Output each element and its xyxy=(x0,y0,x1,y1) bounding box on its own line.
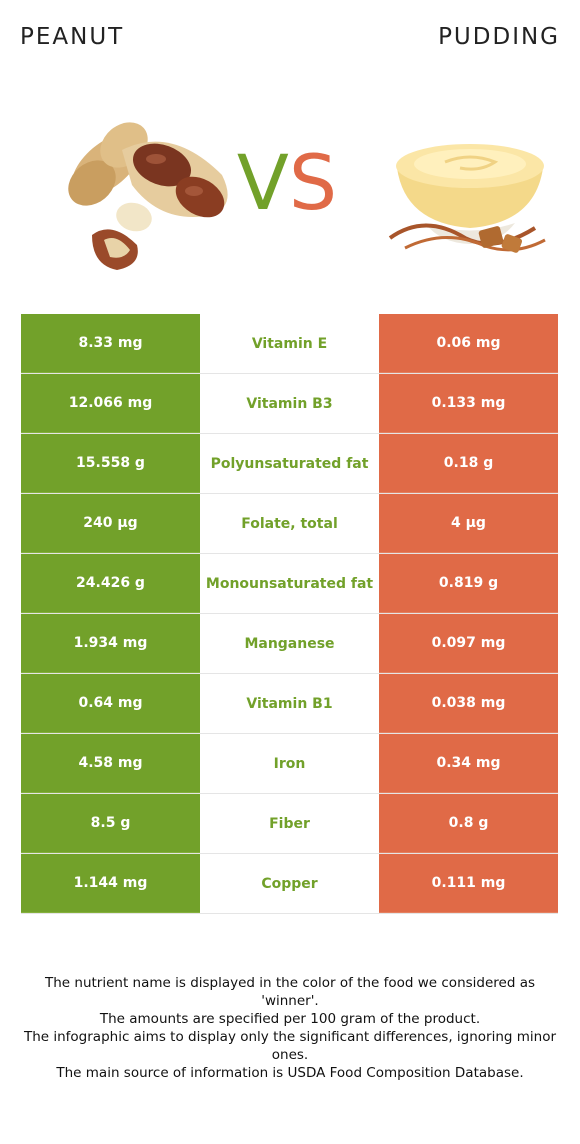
left-value: 24.426 g xyxy=(21,554,200,613)
vs-letter-s: S xyxy=(288,138,338,227)
nutrient-name: Vitamin B1 xyxy=(200,674,379,733)
nutrient-name: Fiber xyxy=(200,794,379,853)
left-value: 1.934 mg xyxy=(21,614,200,673)
right-value: 0.111 mg xyxy=(379,854,558,913)
right-value: 0.038 mg xyxy=(379,674,558,733)
left-value: 12.066 mg xyxy=(21,374,200,433)
nutrient-name: Copper xyxy=(200,854,379,913)
nutrient-name: Monounsaturated fat xyxy=(200,554,379,613)
table-row: 8.5 g Fiber 0.8 g xyxy=(21,794,558,854)
caramel-swirl xyxy=(388,223,546,253)
left-value: 8.5 g xyxy=(21,794,200,853)
left-value: 15.558 g xyxy=(21,434,200,493)
right-value: 0.8 g xyxy=(379,794,558,853)
right-value: 0.06 mg xyxy=(379,314,558,373)
footer-line: The infographic aims to display only the… xyxy=(23,1029,557,1063)
vs-letter-v: V xyxy=(236,138,289,227)
table-row: 24.426 g Monounsaturated fat 0.819 g xyxy=(21,554,558,614)
peanut-image xyxy=(68,122,228,270)
left-food-title: PEANUT xyxy=(20,24,125,50)
nutrient-name: Manganese xyxy=(200,614,379,673)
nutrient-name: Vitamin E xyxy=(200,314,379,373)
left-value: 0.64 mg xyxy=(21,674,200,733)
table-row: 1.144 mg Copper 0.111 mg xyxy=(21,854,558,914)
footer-line: The main source of information is USDA F… xyxy=(56,1065,524,1081)
nutrient-name: Polyunsaturated fat xyxy=(200,434,379,493)
left-value: 4.58 mg xyxy=(21,734,200,793)
right-value: 0.097 mg xyxy=(379,614,558,673)
table-row: 4.58 mg Iron 0.34 mg xyxy=(21,734,558,794)
footer-line: The nutrient name is displayed in the co… xyxy=(44,975,536,1009)
right-value: 0.34 mg xyxy=(379,734,558,793)
table-row: 240 µg Folate, total 4 µg xyxy=(21,494,558,554)
right-value: 4 µg xyxy=(379,494,558,553)
peanut-open-shell xyxy=(122,141,228,218)
vs-label: VS xyxy=(222,138,352,228)
table-row: 8.33 mg Vitamin E 0.06 mg xyxy=(21,314,558,374)
right-value: 0.819 g xyxy=(379,554,558,613)
pudding-bowl xyxy=(396,144,544,244)
peanut-kernels xyxy=(92,202,152,270)
left-value: 8.33 mg xyxy=(21,314,200,373)
right-value: 0.18 g xyxy=(379,434,558,493)
nutrient-name: Folate, total xyxy=(200,494,379,553)
right-value: 0.133 mg xyxy=(379,374,558,433)
table-row: 15.558 g Polyunsaturated fat 0.18 g xyxy=(21,434,558,494)
footer-notes: The nutrient name is displayed in the co… xyxy=(20,974,560,1082)
left-value: 1.144 mg xyxy=(21,854,200,913)
comparison-header: PEANUT PUDDING VS xyxy=(0,0,580,300)
nutrient-name: Vitamin B3 xyxy=(200,374,379,433)
table-row: 12.066 mg Vitamin B3 0.133 mg xyxy=(21,374,558,434)
table-row: 1.934 mg Manganese 0.097 mg xyxy=(21,614,558,674)
right-food-title: PUDDING xyxy=(438,24,560,50)
footer-line: The amounts are specified per 100 gram o… xyxy=(99,1011,481,1027)
pudding-image xyxy=(388,144,546,253)
left-value: 240 µg xyxy=(21,494,200,553)
nutrient-table: 8.33 mg Vitamin E 0.06 mg 12.066 mg Vita… xyxy=(21,314,558,914)
nutrient-name: Iron xyxy=(200,734,379,793)
table-row: 0.64 mg Vitamin B1 0.038 mg xyxy=(21,674,558,734)
